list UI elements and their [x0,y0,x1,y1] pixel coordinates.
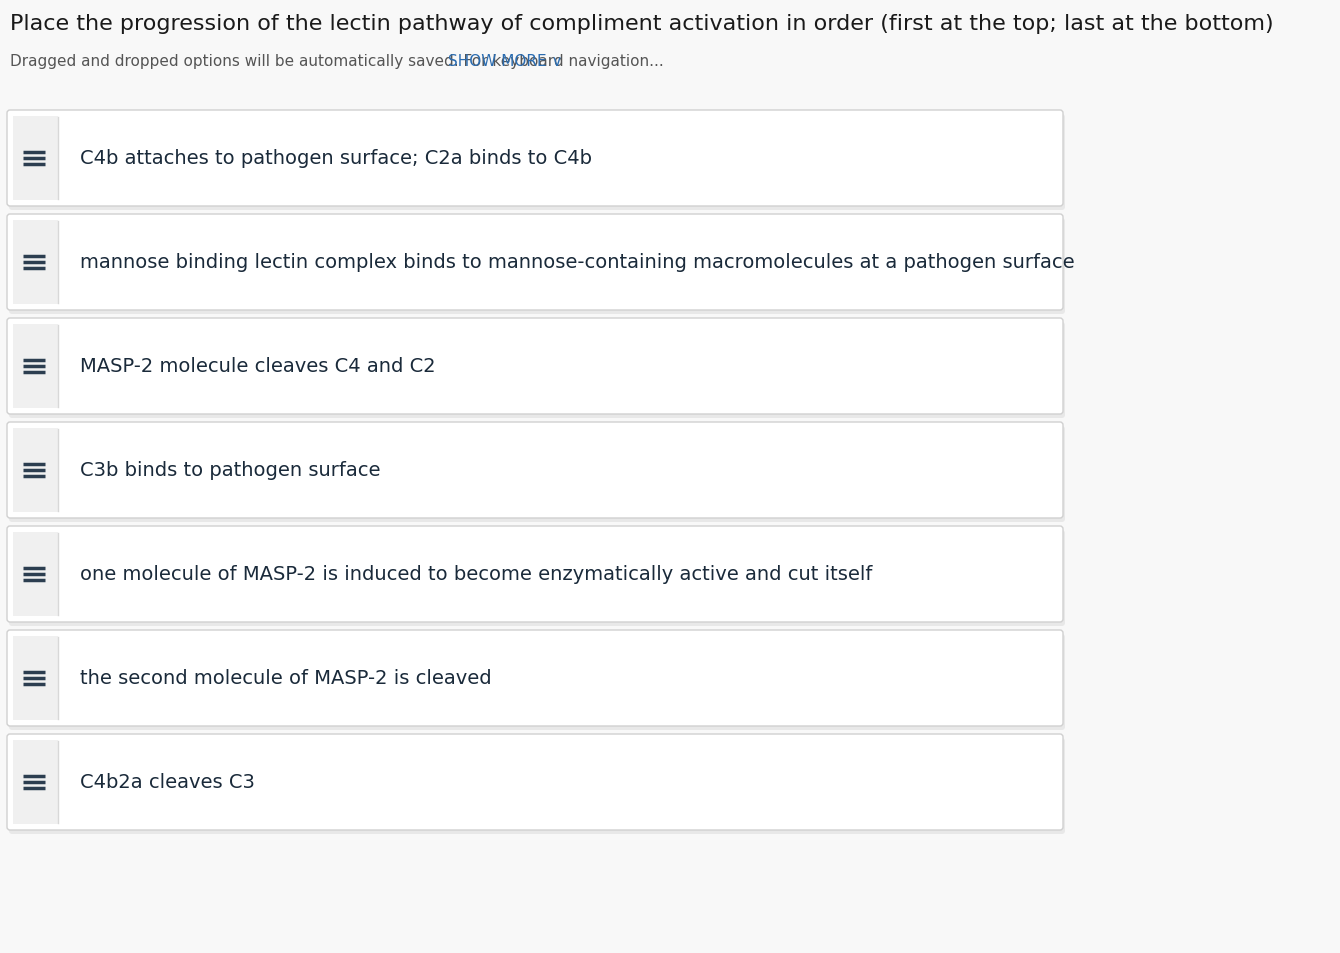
FancyBboxPatch shape [7,111,1063,207]
FancyBboxPatch shape [7,526,1063,622]
FancyBboxPatch shape [9,219,1065,314]
FancyBboxPatch shape [7,318,1063,415]
Text: C3b binds to pathogen surface: C3b binds to pathogen surface [80,461,381,480]
Text: C4b2a cleaves C3: C4b2a cleaves C3 [80,773,255,792]
Bar [13,429,58,513]
FancyBboxPatch shape [7,214,1063,311]
Bar [13,221,58,305]
FancyBboxPatch shape [9,739,1065,834]
Text: Place the progression of the lectin pathway of compliment activation in order (f: Place the progression of the lectin path… [9,14,1273,34]
Bar [13,637,58,720]
FancyBboxPatch shape [9,427,1065,522]
FancyBboxPatch shape [9,115,1065,211]
Bar [13,325,58,409]
Bar [13,533,58,617]
FancyBboxPatch shape [7,734,1063,830]
Text: the second molecule of MASP-2 is cleaved: the second molecule of MASP-2 is cleaved [80,669,492,688]
FancyBboxPatch shape [7,422,1063,518]
Text: Dragged and dropped options will be automatically saved. For keyboard navigation: Dragged and dropped options will be auto… [9,54,663,69]
FancyBboxPatch shape [7,630,1063,726]
Text: one molecule of MASP-2 is induced to become enzymatically active and cut itself: one molecule of MASP-2 is induced to bec… [80,565,872,584]
FancyBboxPatch shape [9,531,1065,626]
Text: mannose binding lectin complex binds to mannose-containing macromolecules at a p: mannose binding lectin complex binds to … [80,253,1075,273]
Text: SHOW MORE ∨: SHOW MORE ∨ [448,54,563,69]
Bar [13,117,58,201]
Bar [13,740,58,824]
Text: MASP-2 molecule cleaves C4 and C2: MASP-2 molecule cleaves C4 and C2 [80,357,436,376]
FancyBboxPatch shape [9,635,1065,730]
FancyBboxPatch shape [9,323,1065,418]
Text: C4b attaches to pathogen surface; C2a binds to C4b: C4b attaches to pathogen surface; C2a bi… [80,150,592,169]
